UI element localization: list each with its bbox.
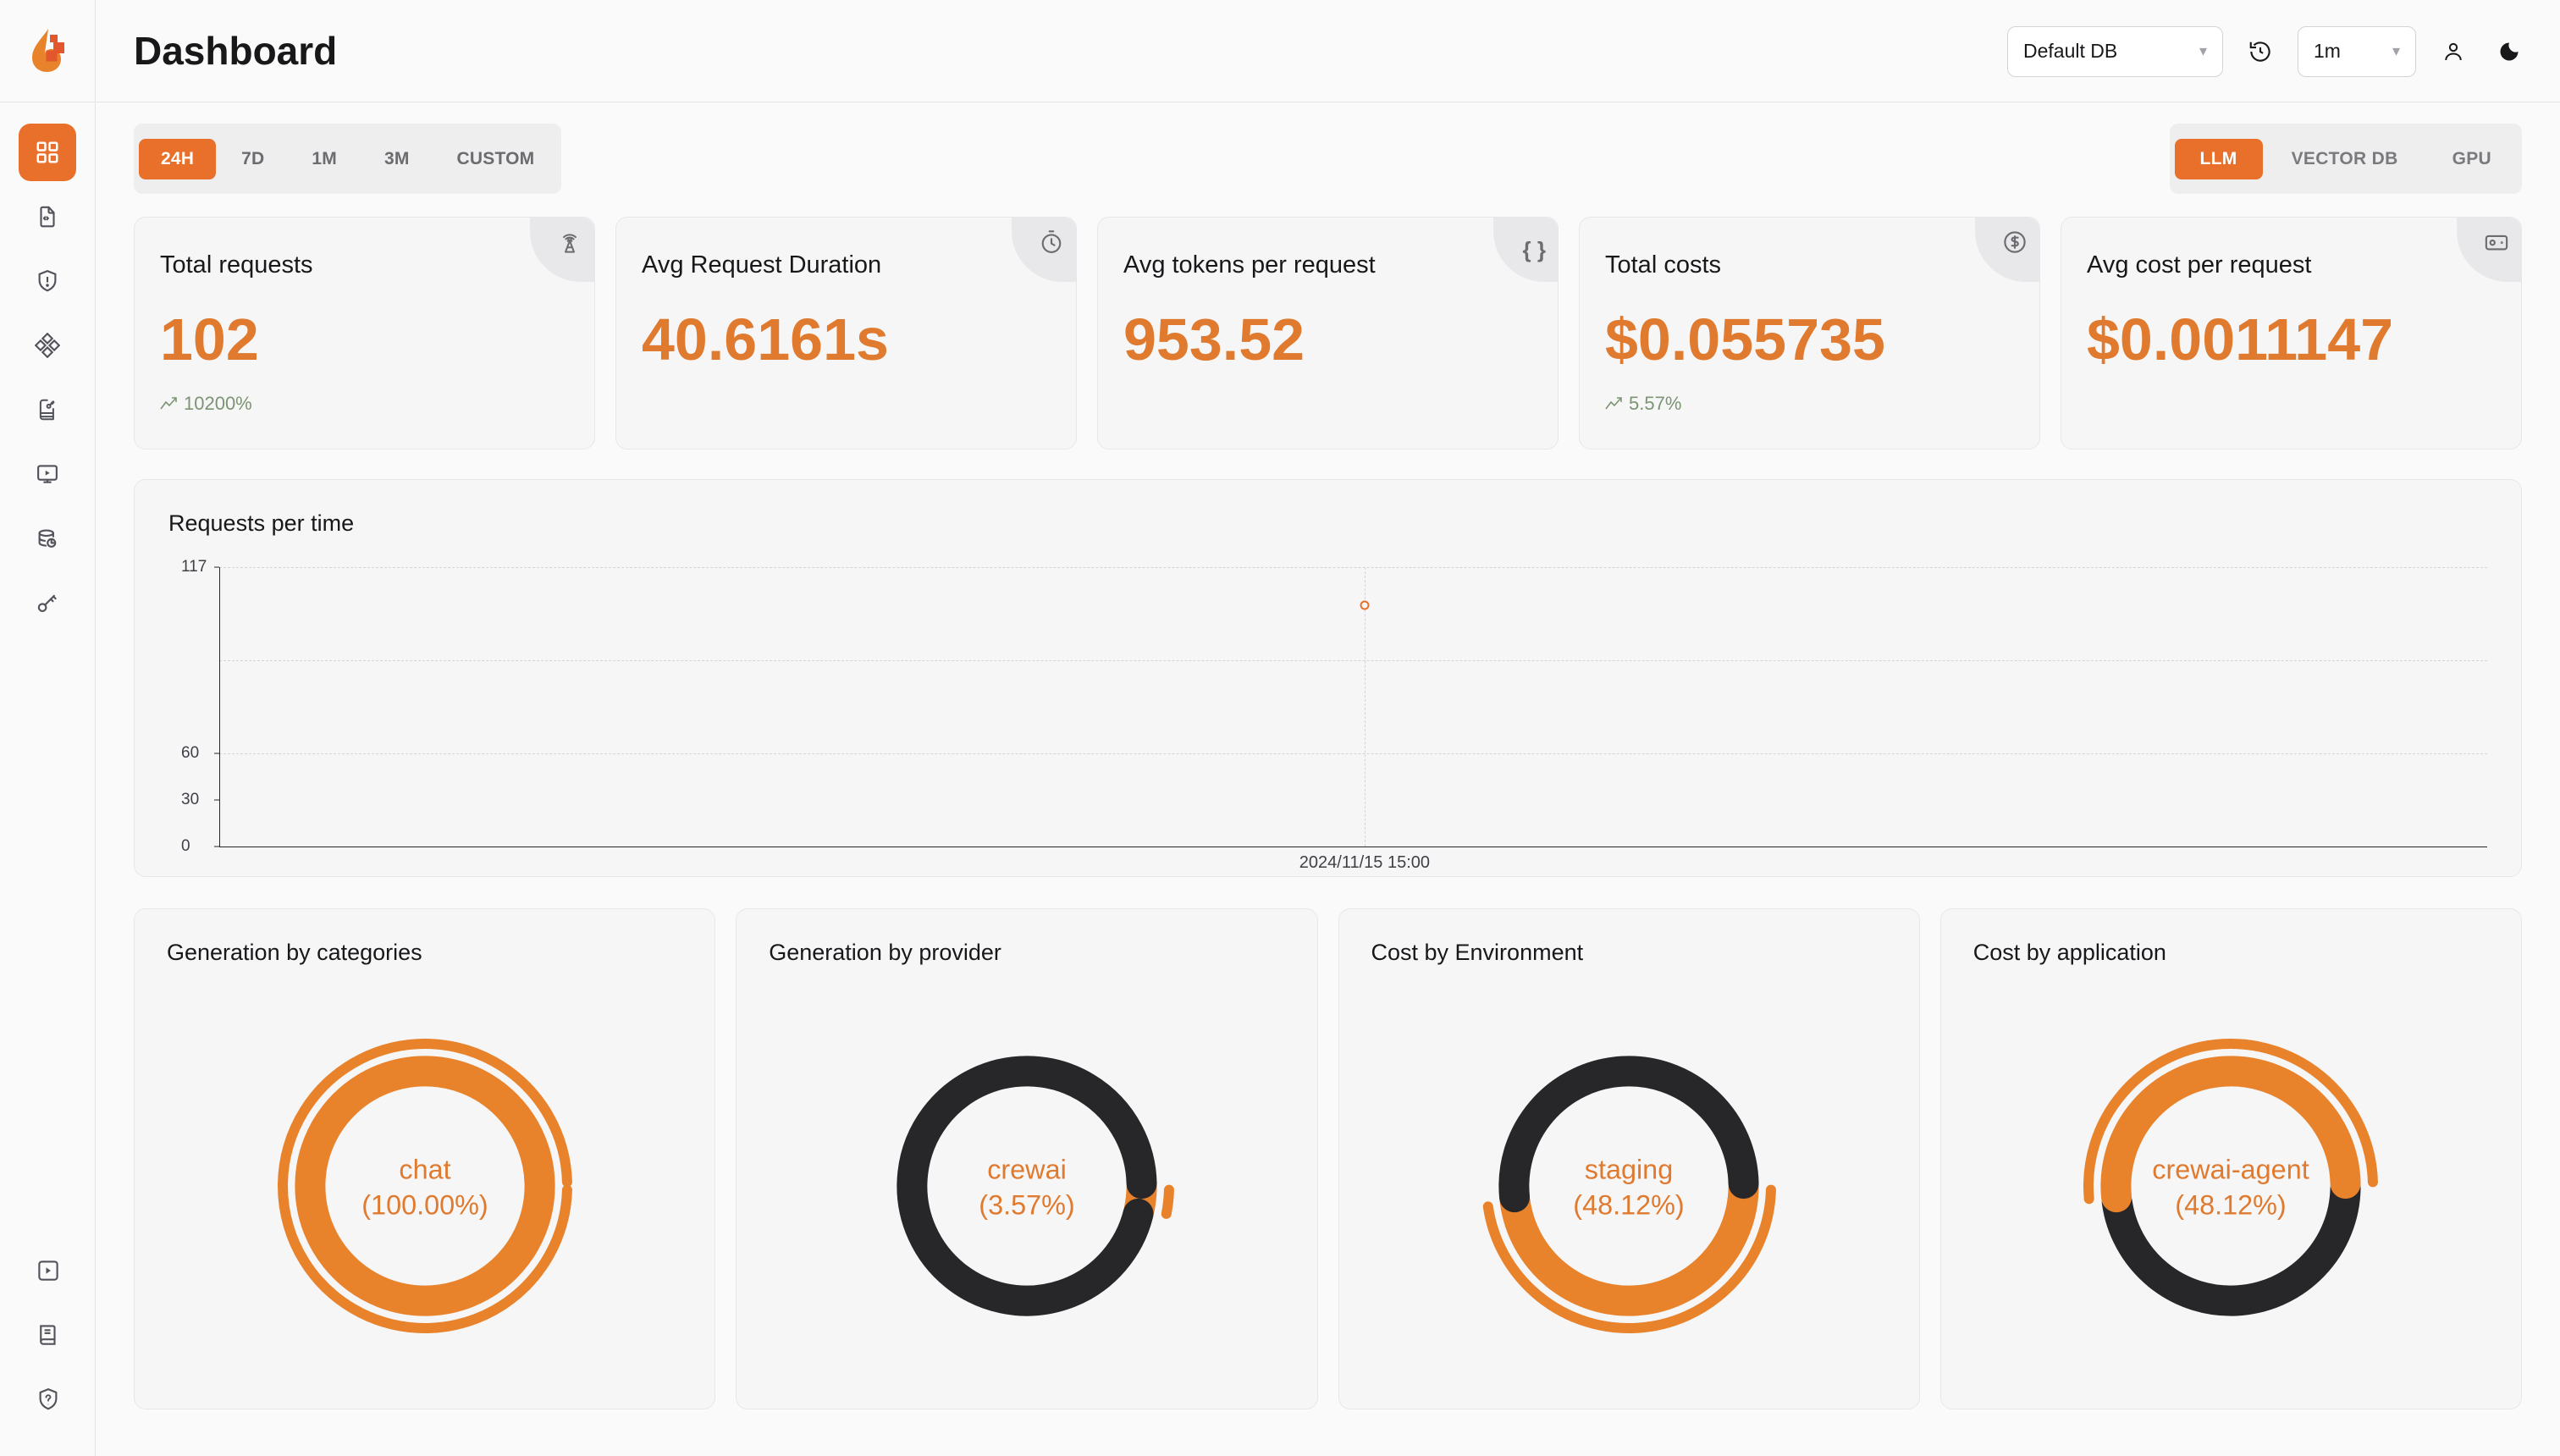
svg-text:crewai-agent: crewai-agent [2153, 1155, 2309, 1185]
svg-text:staging: staging [1585, 1155, 1673, 1185]
svg-text:chat: chat [399, 1155, 450, 1185]
svg-text:crewai: crewai [987, 1155, 1067, 1185]
svg-text:(48.12%): (48.12%) [2176, 1190, 2287, 1221]
svg-text:(48.12%): (48.12%) [1573, 1190, 1684, 1221]
svg-text:(100.00%): (100.00%) [361, 1190, 488, 1221]
svg-text:(3.57%): (3.57%) [979, 1190, 1074, 1221]
